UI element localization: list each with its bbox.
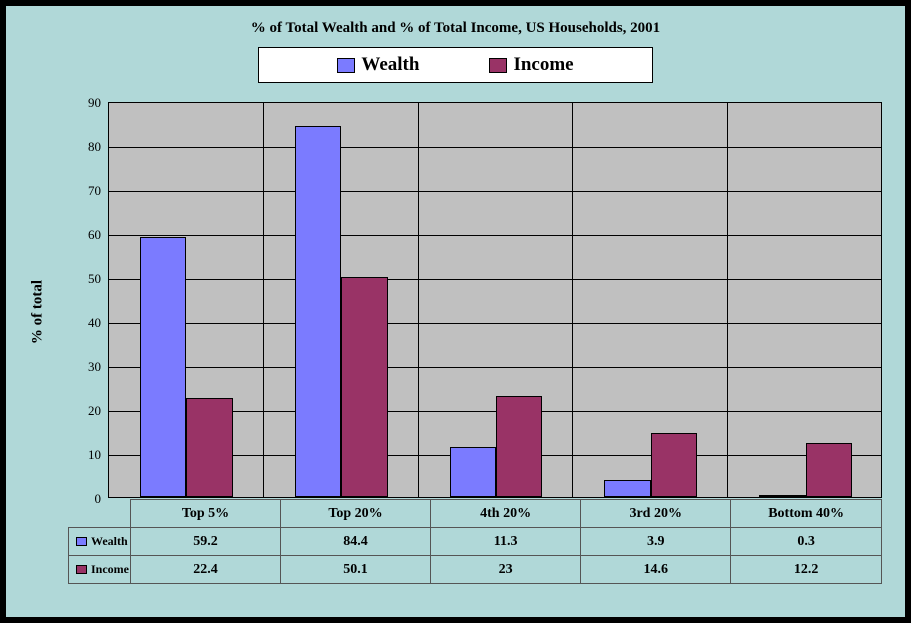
bar-income	[186, 398, 232, 497]
y-axis-label: % of total	[30, 279, 47, 343]
legend-item-income: Income	[489, 54, 573, 76]
y-tick-label: 90	[88, 95, 101, 111]
table-cell: 0.3	[731, 528, 882, 556]
table-swatch-icon	[76, 537, 87, 546]
table-category-header: 3rd 20%	[581, 500, 731, 528]
y-tick-label: 60	[88, 227, 101, 243]
category-group	[419, 103, 574, 497]
y-tick-label: 80	[88, 139, 101, 155]
table-cell: 11.3	[431, 528, 581, 556]
table-cell: 14.6	[581, 556, 731, 584]
bar-wealth	[140, 237, 186, 497]
category-group	[573, 103, 728, 497]
table-series-label: Income	[91, 562, 129, 577]
table-swatch-icon	[76, 565, 87, 574]
bar-income	[651, 433, 697, 497]
plot-area: 0102030405060708090	[108, 102, 882, 498]
table-row-header: Wealth	[69, 528, 131, 556]
bar-wealth	[604, 480, 650, 497]
bar-wealth	[759, 495, 805, 497]
table-blank-cell	[69, 500, 131, 528]
table-row-header: Income	[69, 556, 131, 584]
table-cell: 22.4	[131, 556, 281, 584]
bar-income	[496, 396, 542, 497]
y-tick-label: 20	[88, 403, 101, 419]
table-category-header: 4th 20%	[431, 500, 581, 528]
legend-swatch-income	[489, 58, 507, 73]
category-group	[264, 103, 419, 497]
table-cell: 50.1	[280, 556, 430, 584]
bar-wealth	[450, 447, 496, 497]
legend-swatch-wealth	[337, 58, 355, 73]
legend-label-wealth: Wealth	[361, 54, 419, 76]
table-series-label: Wealth	[91, 534, 128, 549]
chart-title: % of Total Wealth and % of Total Income,…	[6, 6, 905, 37]
table-cell: 59.2	[131, 528, 281, 556]
legend-item-wealth: Wealth	[337, 54, 419, 76]
y-tick-label: 50	[88, 271, 101, 287]
category-group	[109, 103, 264, 497]
data-table: Top 5%Top 20%4th 20%3rd 20%Bottom 40% Wea…	[68, 499, 882, 584]
bar-wealth	[295, 126, 341, 497]
category-group	[728, 103, 883, 497]
y-tick-label: 70	[88, 183, 101, 199]
y-tick-label: 30	[88, 359, 101, 375]
legend: Wealth Income	[258, 47, 653, 83]
bar-income	[341, 277, 387, 497]
chart-container: % of Total Wealth and % of Total Income,…	[0, 0, 911, 623]
table-category-header: Top 5%	[131, 500, 281, 528]
table-cell: 12.2	[731, 556, 882, 584]
table-cell: 84.4	[280, 528, 430, 556]
bar-income	[806, 443, 852, 497]
table-category-header: Top 20%	[280, 500, 430, 528]
y-tick-label: 10	[88, 447, 101, 463]
y-tick-label: 40	[88, 315, 101, 331]
table-cell: 23	[431, 556, 581, 584]
table-cell: 3.9	[581, 528, 731, 556]
legend-label-income: Income	[513, 54, 573, 76]
table-category-header: Bottom 40%	[731, 500, 882, 528]
